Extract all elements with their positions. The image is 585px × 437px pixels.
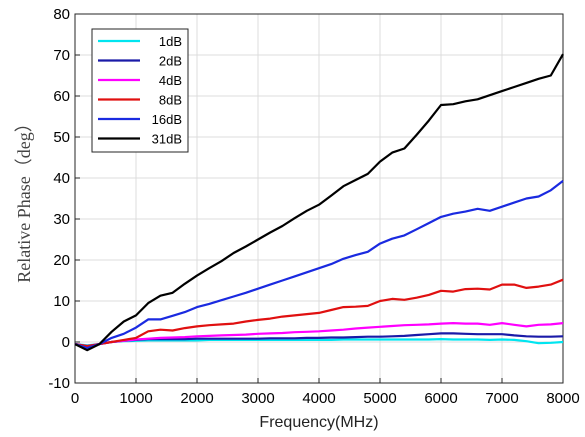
legend-label-31dB: 31dB	[152, 132, 182, 147]
legend-label-16dB: 16dB	[152, 112, 182, 127]
legend-label-1dB: 1dB	[159, 34, 182, 49]
series-line-1dB	[74, 338, 564, 347]
y-axis-ticks: -10 0 10 20 30 40 50 60 70 80	[48, 6, 80, 392]
y-tick-label: 10	[53, 293, 70, 310]
x-axis-ticks: 0 1000 2000 3000 4000 5000 6000 7000 8000	[71, 378, 580, 407]
y-tick-label: 80	[53, 6, 70, 23]
y-tick-label: 40	[53, 170, 70, 187]
grid	[74, 13, 564, 384]
y-axis-label: Relative Phase（deg）	[14, 114, 34, 282]
legend-box	[91, 28, 189, 153]
legend-label-2dB: 2dB	[159, 54, 182, 69]
x-tick-label: 2000	[180, 390, 213, 407]
x-axis-label: Frequency(MHz)	[259, 414, 378, 431]
y-tick-label: 60	[53, 88, 70, 105]
x-tick-label: 0	[71, 390, 79, 407]
series-line-16dB	[74, 180, 564, 350]
x-tick-label: 6000	[424, 390, 457, 407]
x-tick-label: 8000	[546, 390, 579, 407]
legend-label-4dB: 4dB	[159, 73, 182, 88]
legend-label-8dB: 8dB	[159, 93, 182, 108]
x-tick-label: 1000	[119, 390, 152, 407]
y-tick-label: 20	[53, 252, 70, 269]
x-tick-label: 4000	[302, 390, 335, 407]
x-tick-label: 7000	[485, 390, 518, 407]
y-tick-label: 30	[53, 211, 70, 228]
y-tick-label: 50	[53, 129, 70, 146]
y-tick-label: 70	[53, 47, 70, 64]
series-line-31dB	[74, 53, 564, 352]
x-tick-label: 3000	[241, 390, 274, 407]
series-line-8dB	[74, 278, 564, 348]
x-tick-label: 5000	[363, 390, 396, 407]
legend: 1dB 2dB 4dB 8dB 16dB 31dB	[91, 28, 189, 153]
series-lines	[74, 53, 564, 352]
y-tick-label: -10	[48, 375, 70, 392]
series-line-4dB	[74, 322, 564, 348]
y-tick-label: 0	[62, 334, 70, 351]
